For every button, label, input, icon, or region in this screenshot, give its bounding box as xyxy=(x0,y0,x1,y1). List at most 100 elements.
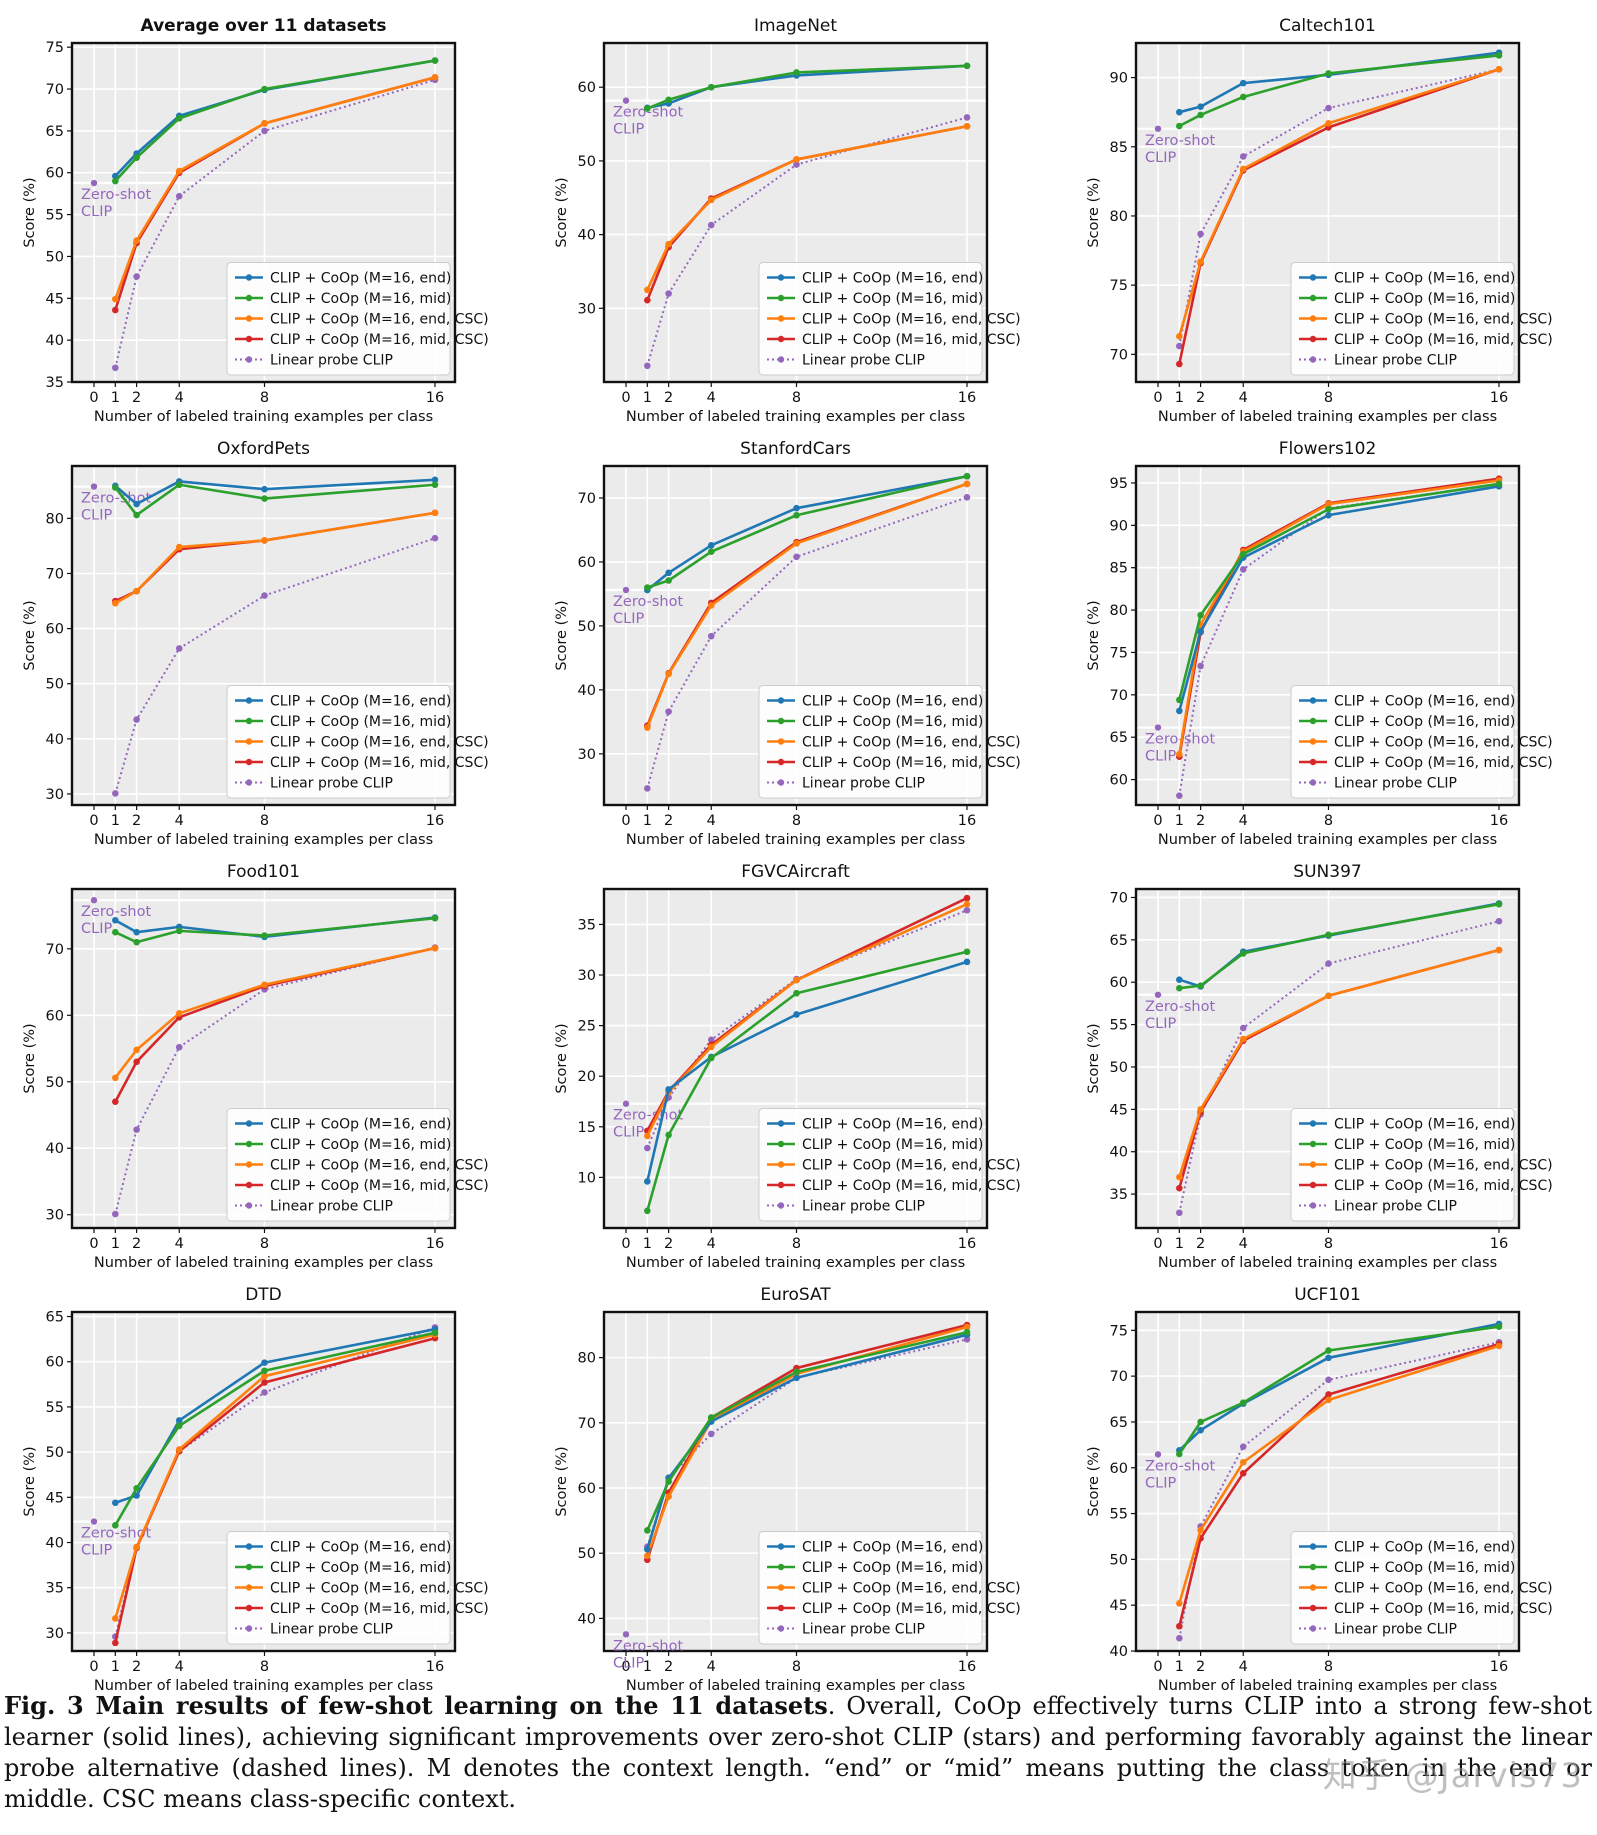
legend-marker xyxy=(245,717,253,725)
y-tick-label: 70 xyxy=(1110,347,1128,363)
legend-marker xyxy=(1309,1584,1317,1591)
series-point xyxy=(112,1615,119,1622)
series-point xyxy=(963,900,971,908)
legend-label: CLIP + CoOp (M=16, end) xyxy=(802,1540,983,1556)
chart-title: StanfordCars xyxy=(740,439,851,459)
series-point xyxy=(1176,750,1183,758)
plot-frame xyxy=(1134,41,1521,384)
zero-shot-label: CLIP xyxy=(81,1543,112,1559)
series-point xyxy=(1176,122,1183,130)
series-point xyxy=(1495,917,1503,925)
y-tick-label: 60 xyxy=(46,166,64,182)
series-point xyxy=(112,306,119,314)
series-point xyxy=(261,1359,268,1366)
series-line xyxy=(114,537,436,794)
legend-marker xyxy=(777,1140,785,1148)
y-tick-label: 55 xyxy=(1110,1018,1128,1034)
series-point xyxy=(133,154,140,161)
y-tick-label: 40 xyxy=(578,1611,596,1627)
legend-label: CLIP + CoOp (M=16, mid) xyxy=(802,714,983,730)
y-axis-label: Score (%) xyxy=(1086,600,1102,670)
legend-label: Linear probe CLIP xyxy=(802,776,925,792)
series-point xyxy=(261,1372,268,1380)
y-axis-label: Score (%) xyxy=(1086,1446,1102,1516)
zero-shot-point xyxy=(622,1100,630,1107)
series-point xyxy=(644,1546,651,1553)
series-point xyxy=(644,105,651,112)
series-point xyxy=(175,1446,183,1453)
series-point xyxy=(644,296,651,304)
legend-label: Linear probe CLIP xyxy=(270,776,393,792)
series-point xyxy=(644,1552,651,1560)
series-point xyxy=(963,958,971,966)
legend-marker xyxy=(245,738,253,745)
series-point xyxy=(1325,931,1332,939)
x-axis-label: Number of labeled training examples per … xyxy=(1158,1678,1497,1692)
x-tick-label: 8 xyxy=(792,1236,801,1252)
legend-label: CLIP + CoOp (M=16, end) xyxy=(1334,694,1515,710)
y-tick-label: 50 xyxy=(578,154,596,170)
series-point xyxy=(1197,611,1204,619)
legend-label: CLIP + CoOp (M=16, end, CSC) xyxy=(1334,1581,1553,1597)
y-tick-label: 65 xyxy=(46,124,64,140)
legend-box xyxy=(226,262,451,376)
y-tick-label: 30 xyxy=(46,1208,64,1224)
series-point xyxy=(644,362,651,370)
legend-marker xyxy=(245,335,253,343)
y-tick-label: 80 xyxy=(46,511,64,527)
series-point xyxy=(1176,1450,1183,1458)
series-point xyxy=(112,1499,119,1507)
x-tick-label: 16 xyxy=(958,1659,976,1675)
series-point xyxy=(1176,976,1183,983)
legend-box xyxy=(226,1108,451,1222)
series-point xyxy=(793,1368,800,1376)
legend-marker xyxy=(245,1584,253,1591)
legend-label: CLIP + CoOp (M=16, end, CSC) xyxy=(270,312,489,328)
plot-frame xyxy=(70,1310,457,1653)
x-tick-label: 16 xyxy=(426,1659,444,1675)
plot-frame xyxy=(602,41,989,384)
legend-label: CLIP + CoOp (M=16, end, CSC) xyxy=(802,1581,1021,1597)
series-point xyxy=(707,1054,715,1062)
x-tick-label: 16 xyxy=(1490,1659,1508,1675)
series-point xyxy=(175,543,183,551)
y-tick-label: 50 xyxy=(1110,1552,1128,1568)
series-point xyxy=(1325,1391,1332,1398)
x-axis-label: Number of labeled training examples per … xyxy=(1158,1255,1497,1269)
legend-label: Linear probe CLIP xyxy=(802,1199,925,1215)
legend-label: CLIP + CoOp (M=16, end) xyxy=(270,271,451,287)
legend-marker xyxy=(1309,274,1317,281)
x-tick-label: 16 xyxy=(426,1236,444,1252)
legend-marker xyxy=(245,1543,253,1550)
x-tick-label: 1 xyxy=(643,813,652,829)
y-tick-label: 30 xyxy=(578,968,596,984)
y-tick-label: 15 xyxy=(578,1120,596,1136)
x-tick-label: 0 xyxy=(89,1236,98,1252)
x-tick-label: 8 xyxy=(792,813,801,829)
legend-label: Linear probe CLIP xyxy=(1334,1199,1457,1215)
y-tick-label: 35 xyxy=(46,1581,64,1597)
legend-label: CLIP + CoOp (M=16, mid, CSC) xyxy=(1334,332,1553,348)
y-tick-label: 50 xyxy=(46,1445,64,1461)
series-point xyxy=(793,504,800,512)
legend-label: CLIP + CoOp (M=16, mid, CSC) xyxy=(270,1601,489,1617)
series-point xyxy=(1197,1106,1204,1113)
x-axis-label: Number of labeled training examples per … xyxy=(626,1678,965,1692)
y-axis-label: Score (%) xyxy=(22,1023,38,1093)
y-tick-label: 70 xyxy=(46,942,64,958)
zero-shot-label: CLIP xyxy=(81,508,112,524)
series-point xyxy=(1197,662,1204,670)
legend-label: CLIP + CoOp (M=16, mid, CSC) xyxy=(270,1178,489,1194)
x-tick-label: 0 xyxy=(89,813,98,829)
chart-title: UCF101 xyxy=(1294,1285,1361,1305)
legend-marker xyxy=(1309,356,1317,363)
series-point xyxy=(707,542,715,549)
legend-marker xyxy=(245,1202,253,1209)
x-tick-label: 8 xyxy=(1324,1236,1333,1252)
legend-box xyxy=(1290,1531,1515,1645)
series-point xyxy=(261,85,268,93)
legend-marker xyxy=(777,335,785,343)
x-axis-label: Number of labeled training examples per … xyxy=(1158,409,1497,423)
series-point xyxy=(1325,505,1332,513)
y-axis-label: Score (%) xyxy=(554,1023,570,1093)
